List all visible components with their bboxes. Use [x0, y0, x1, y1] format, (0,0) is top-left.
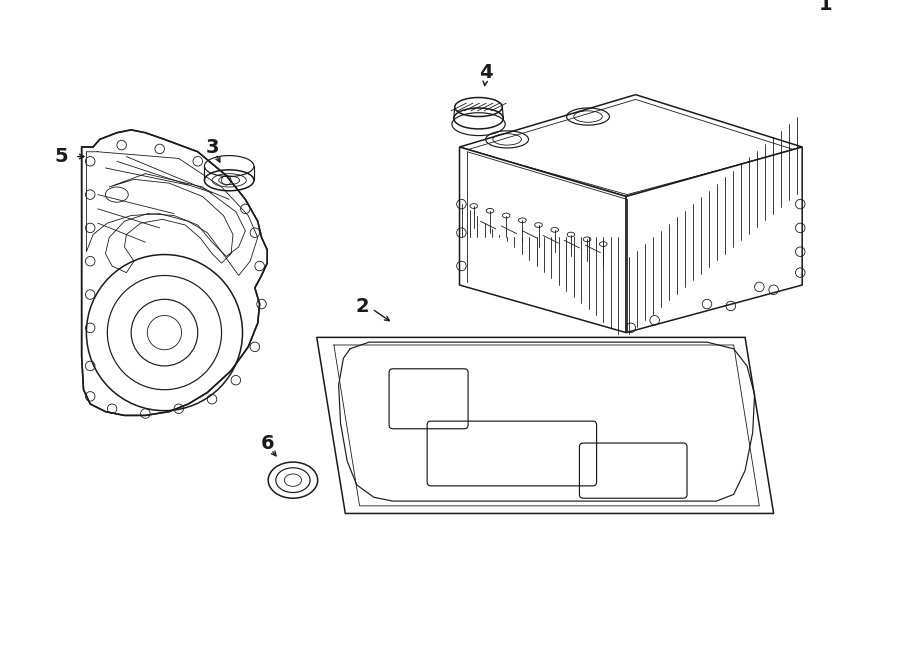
Text: 1: 1 — [819, 0, 832, 14]
Polygon shape — [317, 337, 774, 514]
Text: 6: 6 — [260, 434, 274, 453]
Polygon shape — [460, 147, 626, 332]
Polygon shape — [626, 147, 802, 332]
Text: 4: 4 — [480, 63, 493, 82]
Polygon shape — [460, 95, 802, 196]
Text: 5: 5 — [55, 147, 68, 166]
Text: 3: 3 — [205, 137, 219, 157]
Polygon shape — [82, 130, 267, 415]
Text: 2: 2 — [356, 297, 369, 317]
